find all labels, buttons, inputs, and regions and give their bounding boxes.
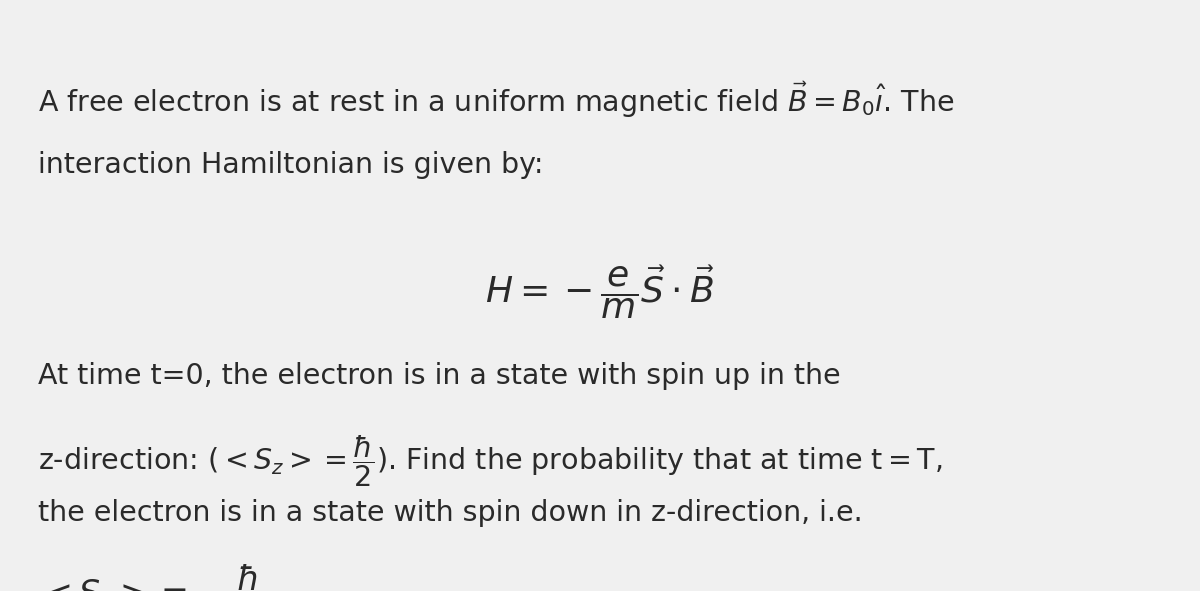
Text: z-direction: $(< S_z >= \dfrac{\hbar}{2})$. Find the probability that at time t$: z-direction: $(< S_z >= \dfrac{\hbar}{2}… [38,433,943,489]
Text: $< S_z >= -\dfrac{\hbar}{2}$: $< S_z >= -\dfrac{\hbar}{2}$ [38,563,262,591]
Text: At time t=0, the electron is in a state with spin up in the: At time t=0, the electron is in a state … [38,362,841,389]
Text: A free electron is at rest in a uniform magnetic field $\vec{B} = B_0\hat{\imath: A free electron is at rest in a uniform … [38,80,955,120]
Text: $H = -\dfrac{e}{m}\vec{S}\cdot\vec{B}$: $H = -\dfrac{e}{m}\vec{S}\cdot\vec{B}$ [485,263,715,320]
Text: interaction Hamiltonian is given by:: interaction Hamiltonian is given by: [38,151,544,178]
Text: the electron is in a state with spin down in z-direction, i.e.: the electron is in a state with spin dow… [38,499,863,527]
